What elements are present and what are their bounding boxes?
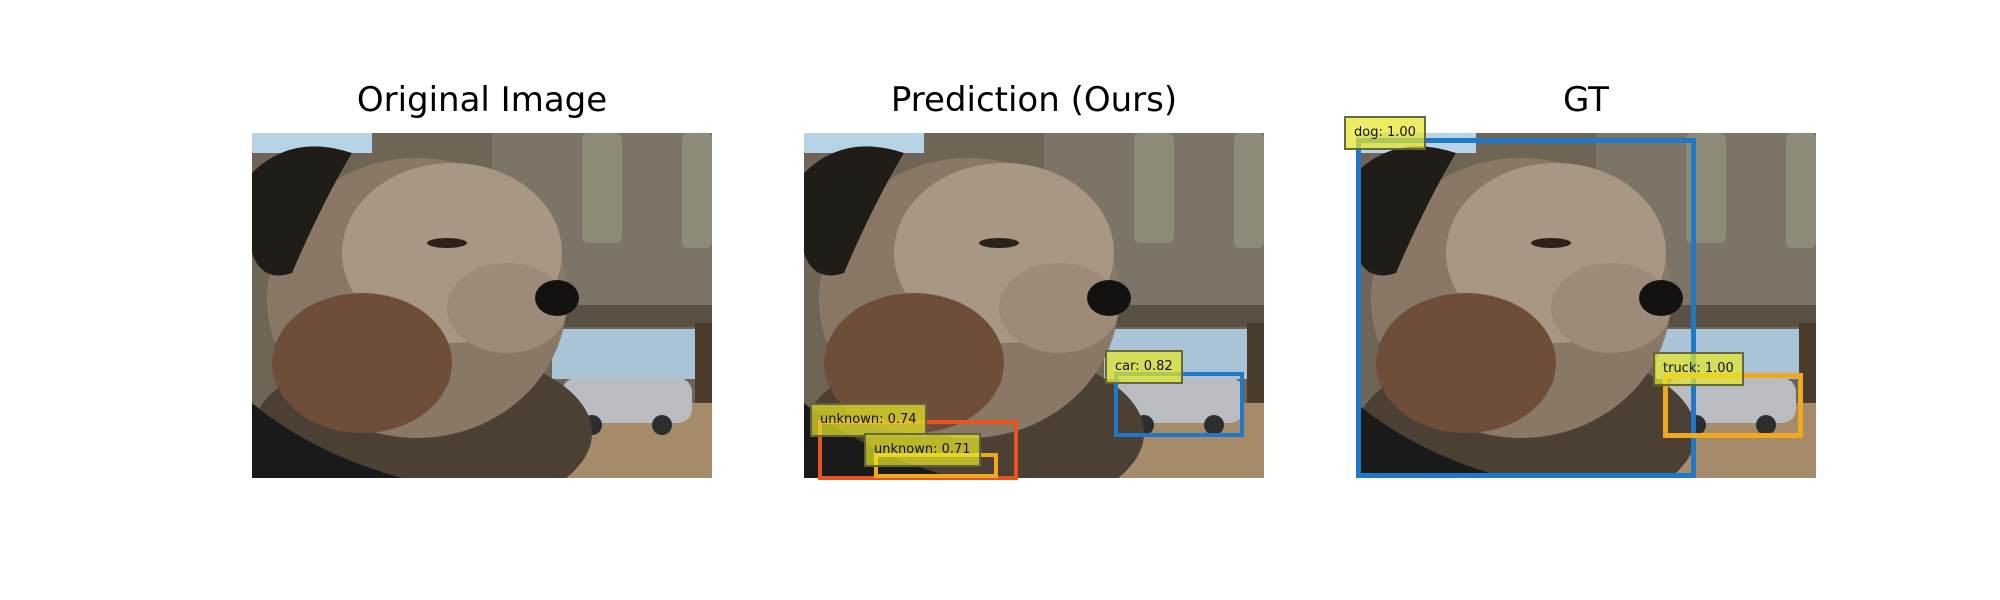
original-image-panel: Original Image — [252, 0, 712, 600]
label-dog-100: dog: 1.00 — [1344, 116, 1426, 150]
gt-panel: GT dog: 1.00 truck: 1.00 — [1344, 0, 1816, 600]
prediction-panel: Prediction (Ours) unknown: 0.74 unknown:… — [804, 0, 1264, 600]
bbox-dog-gt — [1356, 138, 1696, 478]
label-truck-100: truck: 1.00 — [1653, 352, 1744, 386]
label-unknown-071: unknown: 0.71 — [864, 433, 981, 467]
panel-title-prediction: Prediction (Ours) — [890, 80, 1178, 120]
prediction-photo: unknown: 0.74 unknown: 0.71 car: 0.82 — [804, 133, 1264, 480]
gt-photo: dog: 1.00 truck: 1.00 — [1344, 116, 1816, 478]
panel-title-original: Original Image — [356, 80, 608, 120]
label-unknown-074: unknown: 0.74 — [810, 403, 927, 437]
panel-title-gt: GT — [1563, 80, 1609, 120]
original-photo — [252, 133, 712, 478]
label-car-082: car: 0.82 — [1105, 350, 1183, 384]
